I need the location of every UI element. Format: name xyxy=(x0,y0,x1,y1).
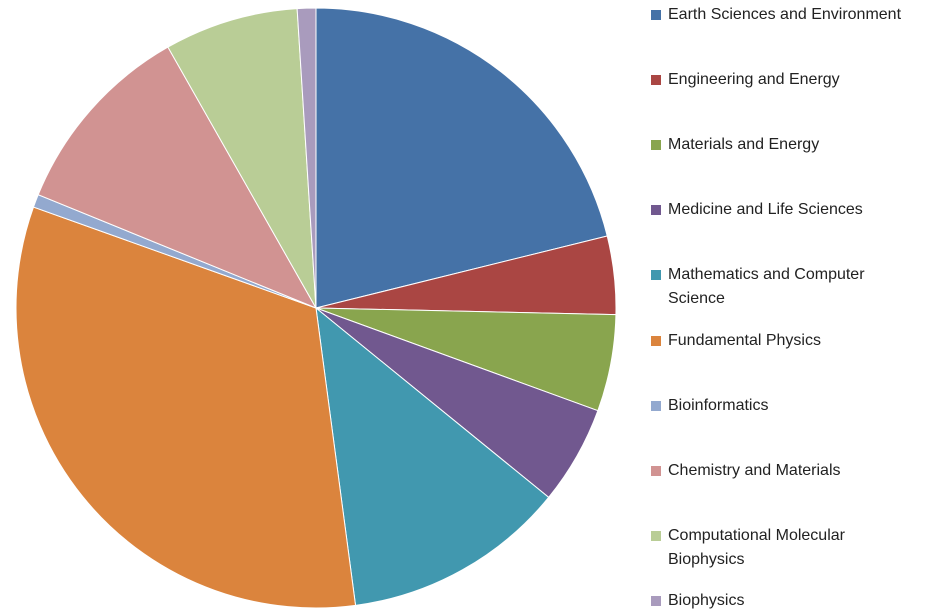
legend-label: Computational Molecular Biophysics xyxy=(668,526,845,568)
legend-swatch xyxy=(651,400,661,411)
legend-label: Mathematics and Computer Science xyxy=(668,266,865,308)
legend-item: Bioinformatics xyxy=(651,394,923,418)
legend-label: Biophysics xyxy=(668,591,745,609)
legend-label: Fundamental Physics xyxy=(668,331,821,349)
legend-swatch xyxy=(651,465,661,476)
legend-item: Chemistry and Materials xyxy=(651,459,923,483)
legend-item: Materials and Energy xyxy=(651,133,923,157)
legend-swatch xyxy=(651,270,661,281)
legend-label: Materials and Energy xyxy=(668,136,820,154)
pie-slice xyxy=(37,46,318,310)
legend-label: Bioinformatics xyxy=(668,396,769,414)
legend-item: Biophysics xyxy=(651,589,923,613)
pie-slice xyxy=(315,7,608,309)
pie-slice xyxy=(296,7,317,309)
pie-slice xyxy=(167,8,317,309)
legend-swatch xyxy=(651,530,661,541)
legend-swatch xyxy=(651,75,661,86)
legend-swatch xyxy=(651,335,661,346)
legend-item: Mathematics and Computer Science xyxy=(651,263,923,311)
legend-item: Computational Molecular Biophysics xyxy=(651,524,923,572)
legend-item: Medicine and Life Sciences xyxy=(651,198,923,222)
legend-label: Chemistry and Materials xyxy=(668,461,841,479)
legend-swatch xyxy=(651,595,661,606)
pie-slice xyxy=(15,206,357,609)
legend-item: Earth Sciences and Environment xyxy=(651,3,923,27)
legend-label: Earth Sciences and Environment xyxy=(668,6,902,23)
legend-swatch xyxy=(651,140,661,151)
pie-slice xyxy=(315,306,550,606)
legend-label: Engineering and Energy xyxy=(668,71,840,89)
legend-swatch xyxy=(651,205,661,216)
legend-swatch xyxy=(651,10,661,20)
legend-label: Medicine and Life Sciences xyxy=(668,201,863,219)
legend-item: Fundamental Physics xyxy=(651,329,923,353)
legend-item: Engineering and Energy xyxy=(651,68,923,92)
